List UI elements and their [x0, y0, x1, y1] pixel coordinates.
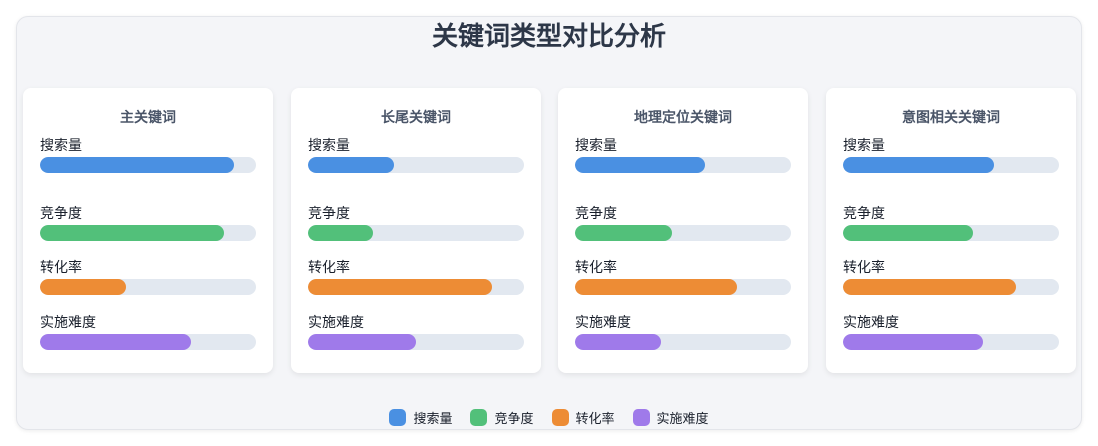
panel-card: 主关键词搜索量竞争度转化率实施难度: [23, 88, 273, 373]
metric-row: 竞争度: [308, 190, 524, 245]
bar-2: [40, 279, 127, 295]
bar-track: [575, 333, 791, 350]
metric-row: 转化率: [308, 244, 524, 299]
metric-label: 实施难度: [843, 314, 899, 331]
metric-row: 竞争度: [40, 190, 256, 245]
metric-label: 搜索量: [40, 138, 82, 154]
bar-2: [843, 279, 1016, 295]
bar-1: [308, 224, 373, 241]
bar-3: [40, 333, 192, 350]
legend-label: 搜索量: [413, 412, 453, 427]
bar-1: [575, 224, 673, 241]
bar-2: [308, 279, 492, 295]
metric-label: 搜索量: [843, 138, 885, 154]
metric-row: 转化率: [40, 244, 256, 299]
bar-0: [843, 157, 995, 173]
metric-label: 实施难度: [308, 314, 364, 331]
bar-track: [843, 333, 1059, 350]
metric-label: 转化率: [40, 260, 82, 276]
bar-1: [843, 224, 973, 241]
legend-swatch: [389, 409, 407, 426]
panel-title: 意图相关关键词: [902, 110, 1000, 126]
bar-track: [308, 224, 524, 241]
panel-title: 地理定位关键词: [634, 110, 732, 126]
bar-0: [308, 157, 395, 173]
bar-3: [843, 333, 984, 350]
legend-item: 转化率: [551, 408, 615, 427]
legend-item: 搜索量: [389, 408, 452, 427]
bar-0: [575, 157, 705, 173]
legend-swatch: [632, 409, 650, 426]
bar-track: [575, 224, 791, 241]
bar-2: [575, 279, 737, 295]
metric-row: 转化率: [843, 244, 1059, 299]
legend-swatch: [470, 409, 488, 426]
legend-swatch: [551, 409, 569, 426]
bar-track: [40, 333, 256, 350]
metric-row: 搜索量: [843, 135, 1059, 190]
metric-label: 转化率: [308, 260, 350, 276]
bar-track: [308, 279, 524, 295]
metric-row: 搜索量: [40, 135, 256, 190]
legend-label: 实施难度: [656, 412, 709, 427]
bar-track: [843, 279, 1059, 295]
bar-track: [40, 224, 256, 241]
bar-track: [575, 157, 791, 173]
bar-1: [40, 224, 224, 241]
metric-row: 竞争度: [843, 190, 1059, 245]
bar-3: [308, 333, 416, 350]
metric-row: 实施难度: [575, 299, 791, 354]
metric-label: 竞争度: [40, 205, 82, 222]
legend-label: 转化率: [575, 412, 615, 427]
metric-label: 转化率: [843, 260, 885, 276]
metric-row: 实施难度: [308, 299, 524, 354]
chart-title: 关键词类型对比分析: [431, 22, 666, 52]
panel-title: 长尾关键词: [381, 110, 451, 126]
bar-track: [308, 157, 524, 173]
metric-row: 实施难度: [843, 299, 1059, 354]
metric-label: 实施难度: [575, 314, 631, 331]
bar-track: [308, 333, 524, 350]
legend: 搜索量 竞争度 转化率 实施难度: [0, 408, 1098, 427]
legend-item: 实施难度: [632, 408, 709, 427]
panel-card: 地理定位关键词搜索量竞争度转化率实施难度: [558, 88, 808, 373]
panel-card: 意图相关关键词搜索量竞争度转化率实施难度: [826, 88, 1076, 373]
metric-row: 搜索量: [575, 135, 791, 190]
bar-0: [40, 157, 235, 173]
legend-item: 竞争度: [470, 408, 534, 427]
metric-row: 竞争度: [575, 190, 791, 245]
metric-label: 搜索量: [308, 138, 350, 154]
bar-track: [575, 279, 791, 295]
metric-label: 转化率: [575, 260, 617, 276]
panel-title: 主关键词: [120, 110, 176, 126]
metric-row: 搜索量: [308, 135, 524, 190]
legend-label: 竞争度: [494, 412, 534, 427]
bar-track: [843, 224, 1059, 241]
metric-row: 转化率: [575, 244, 791, 299]
bar-track: [40, 157, 256, 173]
metric-label: 竞争度: [575, 205, 617, 222]
metric-label: 竞争度: [843, 205, 885, 222]
bar-track: [843, 157, 1059, 173]
metric-row: 实施难度: [40, 299, 256, 354]
metric-label: 实施难度: [40, 314, 96, 331]
bar-3: [575, 333, 662, 350]
bar-track: [40, 279, 256, 295]
metric-label: 竞争度: [308, 205, 350, 222]
metric-label: 搜索量: [575, 138, 617, 154]
panel-card: 长尾关键词搜索量竞争度转化率实施难度: [291, 88, 541, 373]
